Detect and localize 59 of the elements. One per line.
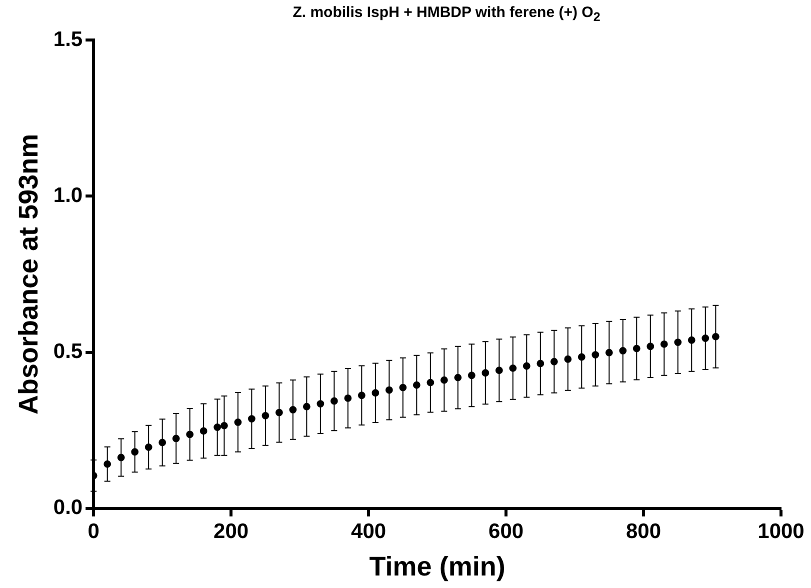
point xyxy=(131,448,139,456)
point xyxy=(186,430,194,438)
point xyxy=(482,369,490,377)
x-axis-title: Time (min) xyxy=(369,551,506,582)
point xyxy=(712,332,720,340)
point xyxy=(550,358,558,366)
point xyxy=(358,392,366,400)
point xyxy=(646,342,654,350)
chart-title: Z. mobilis IspH + HMBDP with ferene (+) O$_{2}$ xyxy=(292,4,602,24)
point xyxy=(674,338,682,346)
point xyxy=(702,334,710,342)
y-axis-title: Absorbance at 593nm xyxy=(14,134,44,415)
y-tick-label: 0.5 xyxy=(53,340,83,364)
point xyxy=(688,336,696,344)
point xyxy=(302,402,310,410)
point xyxy=(399,384,407,392)
point xyxy=(592,351,600,358)
point xyxy=(330,397,338,405)
point xyxy=(660,340,668,348)
point xyxy=(144,443,152,451)
point xyxy=(619,347,627,354)
point xyxy=(495,366,503,374)
x-tick-label: 800 xyxy=(626,520,662,543)
point xyxy=(454,374,462,382)
point xyxy=(412,381,420,389)
point xyxy=(564,355,572,363)
point xyxy=(536,360,544,368)
x-tick-label: 1000 xyxy=(758,520,804,543)
point xyxy=(117,454,125,462)
point xyxy=(632,344,640,352)
point xyxy=(316,400,324,408)
point xyxy=(344,394,352,402)
x-tick-label: 400 xyxy=(351,520,386,543)
y-tick-label: 0.0 xyxy=(53,496,83,520)
y-tick-label: 1.0 xyxy=(53,184,83,207)
y-tick-label: 1.5 xyxy=(53,28,83,51)
x-tick-label: 0 xyxy=(88,520,100,543)
point xyxy=(440,376,448,384)
point xyxy=(275,408,283,416)
point xyxy=(248,415,256,422)
point xyxy=(372,389,380,397)
point xyxy=(234,418,242,426)
point xyxy=(385,386,393,394)
point xyxy=(220,422,228,430)
point xyxy=(158,438,166,446)
point xyxy=(522,362,530,370)
point xyxy=(578,353,586,361)
point xyxy=(509,364,517,372)
point xyxy=(172,434,180,442)
point xyxy=(426,378,434,386)
point xyxy=(214,424,222,431)
point xyxy=(605,348,613,356)
x-tick-label: 200 xyxy=(214,520,249,543)
x-tick-label: 600 xyxy=(488,520,524,543)
point xyxy=(262,412,270,420)
point xyxy=(468,372,476,380)
point xyxy=(289,406,297,414)
point xyxy=(104,460,112,468)
point xyxy=(200,427,208,435)
